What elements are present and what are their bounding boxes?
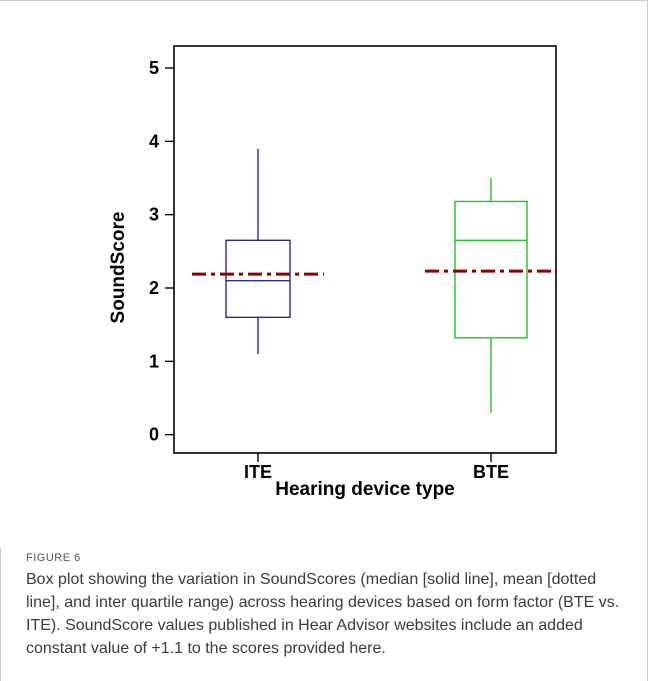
iqr-box: [225, 239, 291, 319]
y-tick-label: 3: [149, 205, 159, 225]
x-axis-label: Hearing device type: [275, 479, 455, 500]
y-axis-label: SoundScore: [108, 212, 129, 324]
plot-area-border: [173, 45, 557, 454]
y-tick-label: 4: [149, 131, 159, 151]
box-plot-chart: 0 1 2 3 4 5 SoundScore ITE BTE Hearing device typ…: [108, 45, 557, 500]
y-tick-label: 0: [149, 425, 159, 445]
caption-text: Box plot showing the variation in SoundS…: [26, 571, 620, 657]
caption-rule: [0, 548, 1, 681]
x-tick-label: ITE: [244, 462, 272, 482]
y-tick-label: 1: [149, 351, 159, 371]
y-tick-label: 5: [149, 58, 159, 78]
figure-caption: FIGURE 6 Box plot showing the variation …: [26, 552, 626, 660]
x-tick-label: BTE: [473, 462, 509, 482]
y-tick-label: 2: [149, 278, 159, 298]
figure-label: FIGURE 6: [26, 552, 81, 564]
